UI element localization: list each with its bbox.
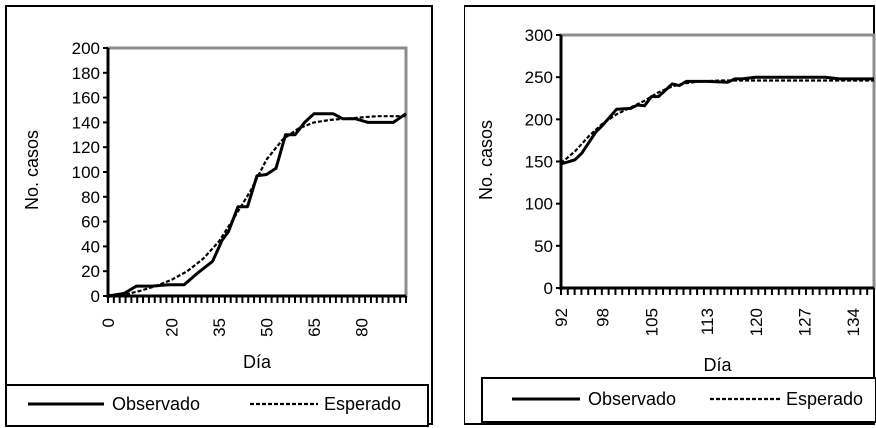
x-tick-label: 105 (642, 308, 661, 336)
x-axis-title: Día (703, 355, 732, 375)
x-tick-label: 50 (258, 318, 277, 337)
y-axis-title: No. casos (22, 130, 42, 210)
y-tick-label: 150 (525, 153, 553, 172)
y-tick-label: 300 (525, 26, 553, 45)
y-tick-label: 100 (72, 163, 100, 182)
x-tick-label: 120 (747, 308, 766, 336)
x-tick-label: 127 (795, 308, 814, 336)
y-tick-label: 40 (81, 237, 100, 256)
y-tick-label: 0 (544, 279, 553, 298)
x-tick-label: 65 (305, 318, 324, 337)
y-tick-label: 0 (91, 287, 100, 306)
y-tick-label: 140 (72, 113, 100, 132)
y-tick-label: 80 (81, 188, 100, 207)
y-axis-title: No. casos (476, 120, 496, 200)
chart-right: 0 50 100 150 200 250 300 92 98 105 113 120 127 134 No.… (464, 5, 876, 425)
x-tick-label: 92 (552, 308, 571, 327)
y-tick-label: 250 (525, 68, 553, 87)
series-line-esperado (107, 115, 406, 298)
y-tick-label: 120 (72, 138, 100, 157)
y-tick-label: 50 (534, 237, 553, 256)
plot-area (559, 33, 876, 290)
plot-area (106, 46, 408, 298)
legend-label-observado: Observado (588, 389, 676, 409)
legend-label-esperado: Esperado (324, 394, 401, 414)
x-tick-label: 20 (162, 318, 181, 337)
y-tick-label: 100 (525, 195, 553, 214)
x-tick-label: 35 (210, 318, 229, 337)
x-tick-label: 80 (353, 318, 372, 337)
legend-label-observado: Observado (112, 394, 200, 414)
x-axis-title: Día (243, 352, 272, 372)
chart-left: 0 20 40 60 80 100 120 140 160 180 200 0 20 35 50 65 80 No… (5, 5, 433, 427)
legend-label-esperado: Esperado (786, 389, 863, 409)
y-tick-label: 200 (72, 39, 100, 58)
y-tick-label: 180 (72, 64, 100, 83)
y-tick-label: 200 (525, 110, 553, 129)
x-tick-label: 98 (594, 308, 613, 327)
y-tick-label: 60 (81, 213, 100, 232)
x-tick-label: 113 (698, 308, 717, 335)
y-tick-label: 20 (81, 262, 100, 281)
y-tick-label: 160 (72, 89, 100, 108)
series-line-esperado (560, 79, 874, 165)
x-tick-label: 0 (99, 318, 118, 327)
x-tick-label: 134 (844, 308, 863, 336)
